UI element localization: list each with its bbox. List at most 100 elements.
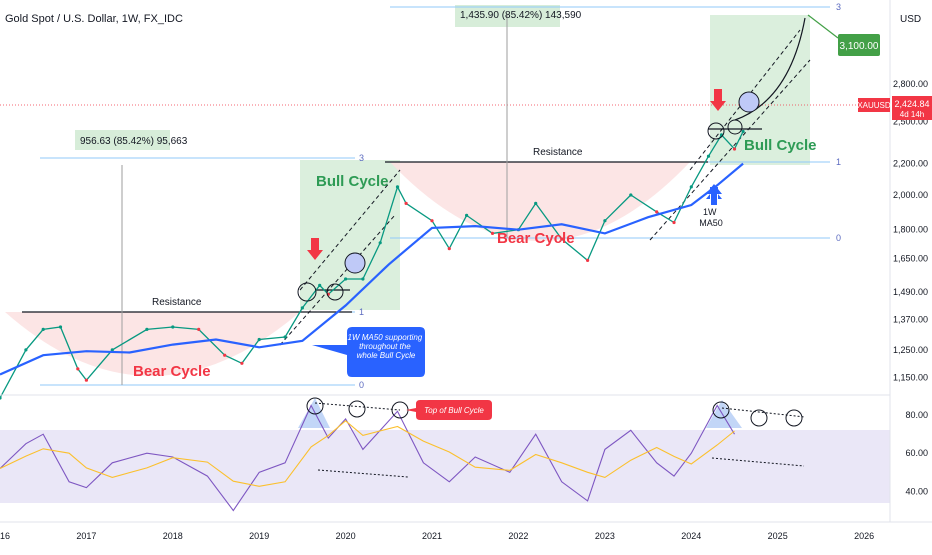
fib-label: 1 — [836, 157, 841, 167]
up-arrow-icon-body — [706, 184, 722, 205]
time-tick-label: 2017 — [76, 531, 96, 541]
price-point — [378, 241, 382, 245]
price-unit: USD — [900, 14, 921, 25]
target-box — [838, 34, 880, 56]
ma50-line — [0, 162, 744, 376]
price-point — [58, 325, 63, 329]
price-tick-label: 1,800.00 — [893, 225, 928, 235]
rsi-circle — [785, 409, 803, 427]
price-point — [76, 367, 80, 371]
fib-label: 1 — [359, 307, 364, 317]
price-point — [395, 185, 400, 189]
rsi-circle — [348, 400, 366, 418]
price-tick-label: 1,650.00 — [893, 253, 928, 263]
price-point — [629, 193, 633, 197]
fib-label: 3 — [359, 153, 364, 163]
rsi-tick-label: 60.00 — [905, 448, 928, 458]
circle-marker — [727, 119, 743, 135]
symbol-title: Gold Spot / U.S. Dollar, 1W, FX_IDC — [5, 13, 183, 25]
time-tick-label: 2019 — [249, 531, 269, 541]
time-tick-label: 2026 — [854, 531, 874, 541]
rsi-peak-zone — [298, 398, 330, 428]
price-point — [223, 353, 227, 357]
down-arrow-icon — [710, 89, 726, 111]
price-point — [741, 129, 745, 134]
price-point — [689, 185, 693, 189]
price-point — [0, 396, 2, 400]
measure-zone-1 — [75, 130, 170, 150]
channel-2019-lower — [279, 214, 396, 346]
rsi-panel — [0, 394, 895, 512]
price-tag-countdown: 4d 14h — [900, 110, 924, 119]
price-point — [672, 220, 676, 225]
measure-label-1: 956.63 (85.42%) 95,663 — [80, 136, 188, 147]
rsi-tick-label: 40.00 — [905, 486, 928, 496]
resistance-label-1: Resistance — [152, 297, 202, 308]
circle-marker — [707, 122, 725, 140]
price-point — [24, 348, 28, 352]
price-point — [465, 213, 469, 217]
price-point — [534, 201, 538, 205]
channel-2024-lower — [649, 59, 811, 241]
rsi-circle — [306, 397, 324, 415]
price-point — [732, 147, 737, 151]
bear-zone-1 — [5, 312, 300, 376]
circle-marker — [297, 282, 317, 302]
bear-cycle-label-2: Bear Cycle — [497, 230, 575, 247]
measure-label-2: 1,435.90 (85.42%) 143,590 — [460, 10, 582, 21]
symbol-tag — [858, 98, 890, 112]
price-tag-value: 2,424.84 — [894, 99, 929, 109]
price-tag — [892, 96, 932, 120]
channel-2019-upper — [299, 169, 401, 291]
price-point — [110, 348, 114, 352]
rsi-circle — [712, 401, 730, 419]
price-point — [706, 154, 711, 158]
fib-levels — [0, 6, 860, 386]
fib-label: 0 — [836, 233, 841, 243]
rsi-line — [0, 404, 735, 512]
price-tick-label: 2,200.00 — [893, 159, 928, 169]
time-tick-label: 2022 — [508, 531, 528, 541]
price-point — [240, 361, 244, 365]
rsi-ma-line — [0, 420, 735, 487]
time-tick-label: 2023 — [595, 531, 615, 541]
rsi-peak-zone — [706, 400, 742, 428]
price-point — [171, 325, 175, 329]
target-label: 3,100.00 — [840, 41, 879, 52]
ma-label: 1W MA50 — [699, 207, 723, 228]
price-series — [0, 129, 745, 400]
bull-channels — [279, 14, 839, 346]
price-tick-label: 1,250.00 — [893, 345, 928, 355]
price-point — [430, 219, 434, 223]
price-point — [300, 306, 304, 310]
price-tick-label: 2,000.00 — [893, 190, 928, 200]
price-point — [84, 378, 88, 382]
cycle-zones — [5, 5, 810, 376]
rsi-support-1 — [317, 469, 409, 478]
fib-label: 3 — [836, 2, 841, 12]
rsi-tick-label: 80.00 — [905, 410, 928, 420]
price-tick-label: 1,370.00 — [893, 315, 928, 325]
price-tick-label: 1,150.00 — [893, 372, 928, 382]
resistance-label-2: Resistance — [533, 147, 583, 158]
price-point — [361, 277, 365, 281]
time-tick-label: 2018 — [163, 531, 183, 541]
circle-marker-blue — [738, 91, 760, 113]
price-point — [197, 327, 201, 331]
down-arrow-icon — [307, 238, 323, 260]
rsi-resistance-2 — [721, 407, 806, 418]
rsi-series — [0, 404, 735, 512]
price-axis: 2,800.00 2,500.00 2,200.00 2,000.00 1,800.00… — [889, 0, 932, 550]
top-cycle-callout — [406, 400, 492, 420]
bear-cycle-label-1: Bear Cycle — [133, 363, 211, 380]
bull-zone-2019 — [300, 160, 400, 310]
price-tick-label: 2,800.00 — [893, 79, 928, 89]
price-tick-label: 1,490.00 — [893, 287, 928, 297]
rsi-circle — [750, 409, 768, 427]
price-tick-label: 2,500.00 — [893, 117, 928, 127]
time-tick-label: 2025 — [768, 531, 788, 541]
ma-note-text: 1W MA50 supporting throughout the whole … — [348, 333, 425, 360]
markers — [297, 89, 760, 302]
